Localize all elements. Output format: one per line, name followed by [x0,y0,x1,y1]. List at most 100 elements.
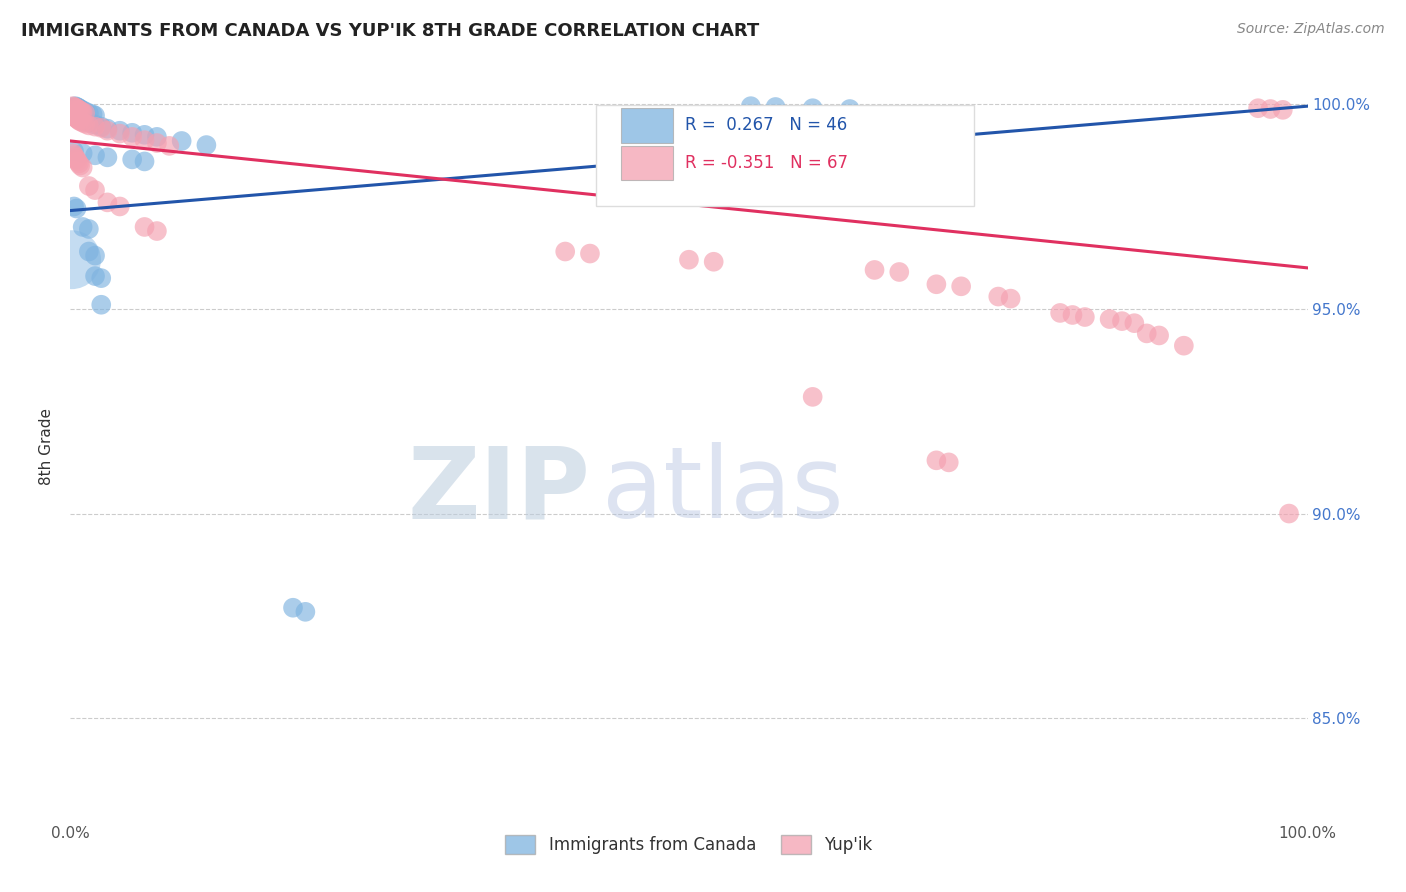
Point [90,298,112,312]
Point [63,100,86,114]
Point [146,129,169,144]
Point [65,101,87,115]
Point [72,146,94,161]
Point [801,101,824,115]
Point [134,133,156,147]
Point [925,453,948,467]
Point [72,113,94,128]
Point [1098,312,1121,326]
Point [75,106,97,120]
Point [69,159,91,173]
Point [65,100,87,114]
Point [75,117,97,131]
Point [96,195,118,210]
Text: IMMIGRANTS FROM CANADA VS YUP'IK 8TH GRADE CORRELATION CHART: IMMIGRANTS FROM CANADA VS YUP'IK 8TH GRA… [21,22,759,40]
Point [96,121,118,136]
Point [77,115,100,129]
Point [1173,339,1195,353]
Point [121,129,143,144]
Legend: Immigrants from Canada, Yup'ik: Immigrants from Canada, Yup'ik [499,829,879,861]
Point [63,199,86,213]
Point [67,156,90,170]
Point [838,102,860,116]
Point [863,263,886,277]
Point [62,146,84,161]
Point [987,289,1010,303]
Point [157,139,180,153]
Point [889,265,911,279]
Point [60,252,83,267]
Point [77,179,100,194]
FancyBboxPatch shape [621,108,673,143]
Point [579,246,602,260]
Point [65,110,87,124]
Point [84,118,107,132]
Point [1278,507,1301,521]
FancyBboxPatch shape [596,105,973,206]
Point [84,148,107,162]
Point [146,136,169,150]
Point [90,120,112,134]
FancyBboxPatch shape [621,145,673,180]
Text: R = -0.351   N = 67: R = -0.351 N = 67 [685,153,848,172]
Point [69,114,91,128]
Point [66,100,89,114]
Y-axis label: 8th Grade: 8th Grade [39,408,55,484]
Point [108,127,131,141]
Point [72,161,94,175]
Point [1123,316,1146,330]
Point [65,153,87,167]
Point [77,106,100,120]
Point [77,222,100,236]
Point [69,112,91,126]
Text: Source: ZipAtlas.com: Source: ZipAtlas.com [1237,22,1385,37]
Point [1074,310,1097,324]
Point [938,455,960,469]
Point [84,183,107,197]
Point [554,244,576,259]
Point [65,109,87,123]
Point [134,128,156,142]
Point [1000,292,1022,306]
Point [65,150,87,164]
Point [134,219,156,234]
Point [66,112,89,127]
Point [63,101,86,115]
Point [66,102,89,116]
Point [67,103,90,117]
Point [65,101,87,115]
Text: R =  0.267   N = 46: R = 0.267 N = 46 [685,116,848,135]
Point [84,249,107,263]
Point [96,150,118,164]
Point [72,103,94,118]
Point [1111,314,1133,328]
Point [63,148,86,162]
Point [925,277,948,292]
Text: atlas: atlas [602,442,844,540]
Point [62,99,84,113]
Point [65,99,87,113]
Point [82,107,104,121]
Point [84,120,107,134]
Point [84,109,107,123]
Text: ZIP: ZIP [408,442,591,540]
Point [1049,306,1071,320]
Point [121,126,143,140]
Point [77,244,100,259]
Point [72,115,94,129]
Point [84,269,107,284]
Point [66,110,89,124]
Point [72,105,94,120]
Point [121,153,143,167]
Point [1062,308,1084,322]
Point [63,109,86,123]
Point [195,138,218,153]
Point [1260,102,1282,116]
Point [1247,101,1270,115]
Point [134,154,156,169]
Point [1136,326,1159,341]
Point [703,254,725,268]
Point [1147,328,1170,343]
Point [90,271,112,285]
Point [75,104,97,119]
